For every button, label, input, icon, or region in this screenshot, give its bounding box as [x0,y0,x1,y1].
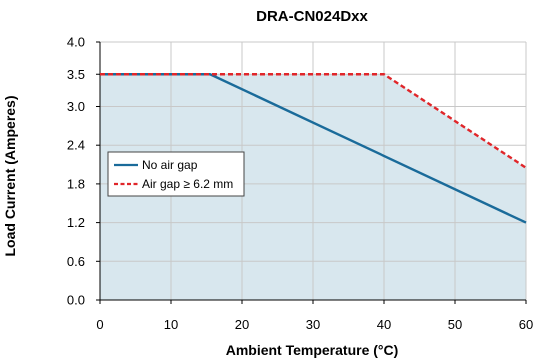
legend-label-no-air-gap: No air gap [142,158,198,172]
x-axis-title: Ambient Temperature (°C) [226,342,399,358]
legend-label-air-gap: Air gap ≥ 6.2 mm [142,177,233,191]
y-tick-label: 1.8 [67,176,85,191]
legend: No air gap Air gap ≥ 6.2 mm [107,151,245,197]
legend-box [107,151,245,197]
y-tick-label: 1.2 [67,215,85,230]
tick-labels-layer: 0 10 20 30 40 50 60 0.0 0.6 1.2 1.8 2.4 3.0 3.5 4.0 [67,35,533,333]
y-tick-label: 4.0 [67,35,85,50]
axes-layer [96,41,527,304]
x-tick-label: 40 [377,317,391,332]
y-axis-title: Load Current (Amperes) [2,95,18,256]
y-tick-label: 0.0 [67,293,85,308]
x-tick-label: 0 [96,317,103,332]
chart-title: DRA-CN024Dxx [256,8,368,25]
series-layer [100,73,527,224]
series-line-air-gap [100,73,527,169]
x-tick-label: 60 [519,317,533,332]
y-tick-label: 2.4 [67,138,85,153]
x-tick-label: 30 [306,317,320,332]
x-tick-label: 10 [164,317,178,332]
x-tick-label: 20 [235,317,249,332]
y-tick-label: 0.6 [67,254,85,269]
y-tick-label: 3.0 [67,99,85,114]
x-tick-label: 50 [448,317,462,332]
y-tick-label: 3.5 [67,67,85,82]
